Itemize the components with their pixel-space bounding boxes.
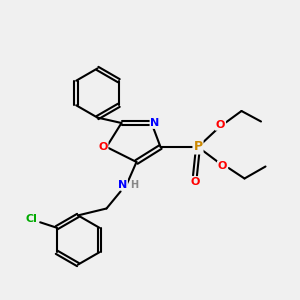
Text: O: O [218,161,227,171]
Text: O: O [216,120,225,130]
Text: N: N [151,118,160,128]
Text: O: O [190,177,200,187]
Text: P: P [194,140,202,154]
Text: N: N [118,179,127,190]
Text: Cl: Cl [25,214,37,224]
Text: O: O [98,142,108,152]
Text: H: H [130,180,139,190]
